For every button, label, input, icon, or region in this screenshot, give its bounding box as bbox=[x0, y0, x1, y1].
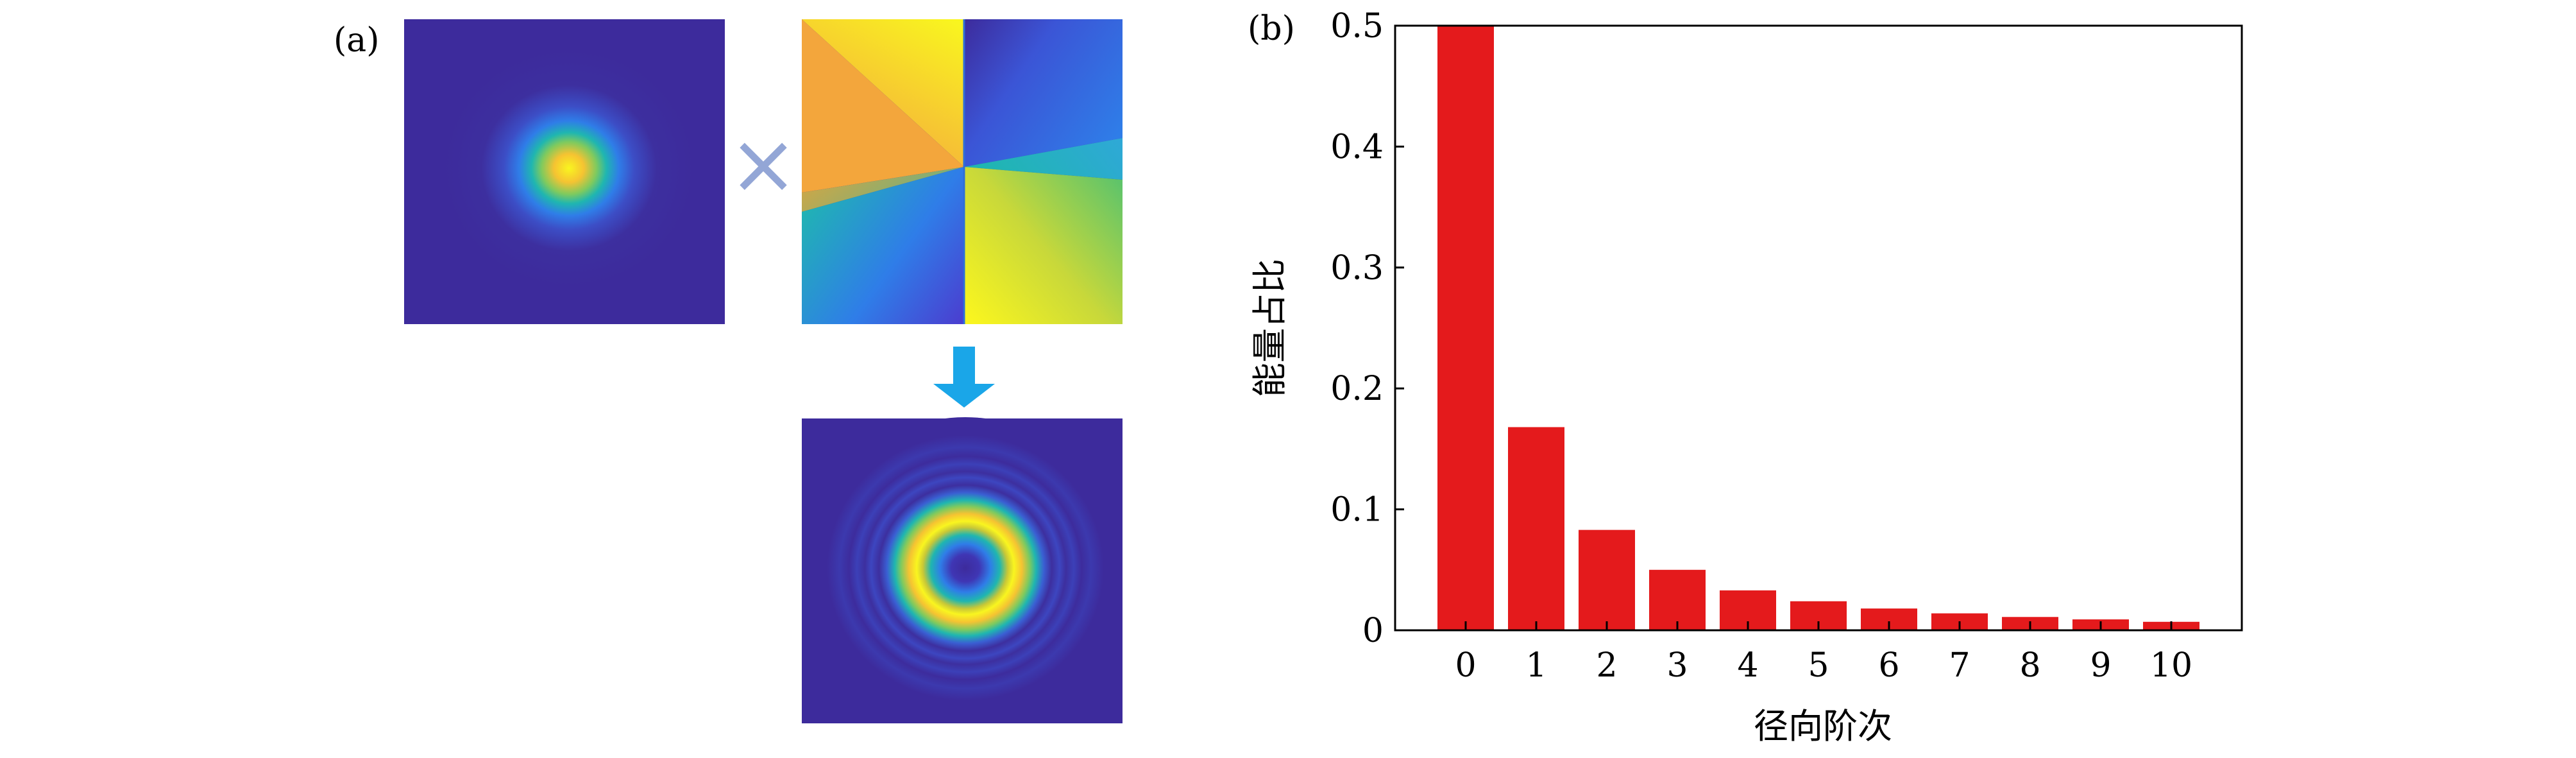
y-tick-label: 0 bbox=[1362, 612, 1384, 650]
bar-1 bbox=[1508, 427, 1564, 630]
down-arrow-icon bbox=[933, 347, 995, 408]
x-tick-label: 10 bbox=[2150, 646, 2192, 685]
multiply-symbol: × bbox=[729, 115, 799, 212]
y-tick-label: 0.2 bbox=[1330, 370, 1384, 408]
bar-3 bbox=[1649, 569, 1706, 630]
panel-a-label: (a) bbox=[334, 21, 380, 60]
x-tick-label: 6 bbox=[1878, 646, 1899, 685]
gaussian-beam-image bbox=[404, 19, 725, 324]
x-tick-label: 2 bbox=[1596, 646, 1617, 685]
y-axis-label: 能量占比 bbox=[1250, 259, 1290, 397]
bar-0 bbox=[1437, 26, 1494, 630]
panel-b: (b) 0 0.1 0.2 0.3 0.4 0.5 0 1 2 3 4 5 6 7 8 9 10 径向阶次 能… bbox=[1248, 7, 2243, 746]
x-tick-label: 3 bbox=[1666, 646, 1688, 685]
x-tick-label: 1 bbox=[1525, 646, 1546, 685]
bars bbox=[1437, 26, 2199, 630]
x-tick-label: 7 bbox=[1949, 646, 1970, 685]
x-tick-label: 9 bbox=[2090, 646, 2111, 685]
x-tick-label: 0 bbox=[1455, 646, 1476, 685]
y-tick-label: 0.3 bbox=[1330, 249, 1384, 288]
x-axis-label: 径向阶次 bbox=[1754, 706, 1892, 746]
x-tick-label: 8 bbox=[2019, 646, 2040, 685]
panel-b-label: (b) bbox=[1248, 10, 1295, 48]
ring-beam-image bbox=[802, 417, 1123, 723]
x-tick-label: 4 bbox=[1737, 646, 1758, 685]
panel-a: (a) × bbox=[334, 19, 1123, 723]
y-tick-label: 0.1 bbox=[1330, 491, 1384, 530]
vortex-phase-image bbox=[802, 19, 1123, 324]
y-tick-label: 0.5 bbox=[1330, 7, 1384, 46]
x-axis-ticks: 0 1 2 3 4 5 6 7 8 9 10 bbox=[1455, 621, 2192, 685]
x-tick-label: 5 bbox=[1808, 646, 1829, 685]
y-tick-label: 0.4 bbox=[1330, 128, 1384, 166]
bar-2 bbox=[1579, 530, 1635, 630]
y-axis-ticks: 0 0.1 0.2 0.3 0.4 0.5 bbox=[1330, 7, 1404, 650]
